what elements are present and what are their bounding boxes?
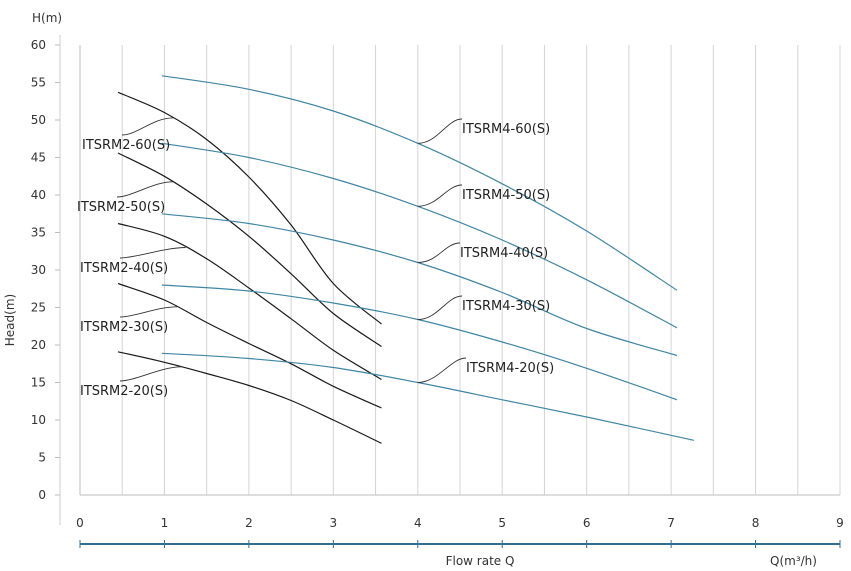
y-tick-label: 35 — [31, 226, 46, 240]
series-line — [161, 142, 678, 329]
label-leader-line — [417, 118, 463, 144]
curve-label: ITSRM2-50(S) — [77, 200, 165, 215]
y-tick-label: 5 — [38, 451, 46, 465]
y-tick-label: 20 — [31, 338, 46, 352]
series-line — [117, 91, 382, 325]
x-tick-label: 3 — [330, 516, 338, 530]
series-line — [161, 213, 678, 357]
curve-label: ITSRM4-30(S) — [462, 299, 550, 314]
y-tick-label: 25 — [31, 301, 46, 315]
grid-lines — [79, 45, 841, 495]
label-leader-line — [417, 295, 463, 320]
curve-label: ITSRM2-60(S) — [82, 138, 170, 153]
x-tick-label: 6 — [583, 516, 591, 530]
y-axis-title: Head(m) — [3, 294, 17, 346]
curve-labels: ITSRM2-60(S) ITSRM2-50(S) ITSRM2-40(S) ITSR… — [77, 117, 554, 399]
x-tick-label: 1 — [161, 516, 169, 530]
curve-label: ITSRM2-20(S) — [80, 384, 168, 399]
y-tick-label: 40 — [31, 188, 46, 202]
series-line — [117, 351, 382, 444]
y-tick-label: 45 — [31, 151, 46, 165]
x-tick-label: 2 — [245, 516, 253, 530]
label-leader-line — [116, 181, 173, 198]
curve-label: ITSRM2-40(S) — [80, 261, 168, 276]
series-line — [161, 352, 695, 441]
x-tick-label: 4 — [414, 516, 422, 530]
x-unit-label: Q(m³/h) — [770, 554, 817, 568]
label-leader-line — [121, 117, 173, 136]
y-tick-label: 60 — [31, 38, 46, 52]
label-leader-line — [417, 184, 463, 207]
y-tick-label: 0 — [38, 488, 46, 502]
curve-label: ITSRM2-30(S) — [80, 320, 168, 335]
series-line — [161, 75, 678, 291]
label-leader-line — [119, 247, 186, 259]
series-line — [117, 152, 382, 347]
y-tick-label: 10 — [31, 413, 46, 427]
y-tick-label: 15 — [31, 376, 46, 390]
y-tick-label: 50 — [31, 113, 46, 127]
curve-label: ITSRM4-40(S) — [460, 246, 548, 261]
x-tick-label: 5 — [498, 516, 506, 530]
y-tick-label: 55 — [31, 76, 46, 90]
x-tick-label: 0 — [76, 516, 84, 530]
label-leader-line — [417, 357, 467, 383]
curve-label: ITSRM4-20(S) — [466, 361, 554, 376]
label-leader-line — [119, 306, 178, 318]
curves — [117, 75, 695, 444]
y-tick-label: 30 — [31, 263, 46, 277]
series-line — [117, 222, 382, 381]
y-unit-label: H(m) — [32, 11, 62, 25]
x-axis-title: Flow rate Q — [446, 554, 515, 568]
series-line — [117, 282, 382, 409]
x-tick-label: 9 — [836, 516, 844, 530]
curve-label: ITSRM4-60(S) — [462, 122, 550, 137]
label-leader-line — [417, 242, 461, 263]
x-tick-label: 7 — [667, 516, 675, 530]
label-leader-line — [119, 366, 182, 382]
curve-label: ITSRM4-50(S) — [462, 188, 550, 203]
x-tick-label: 8 — [752, 516, 760, 530]
